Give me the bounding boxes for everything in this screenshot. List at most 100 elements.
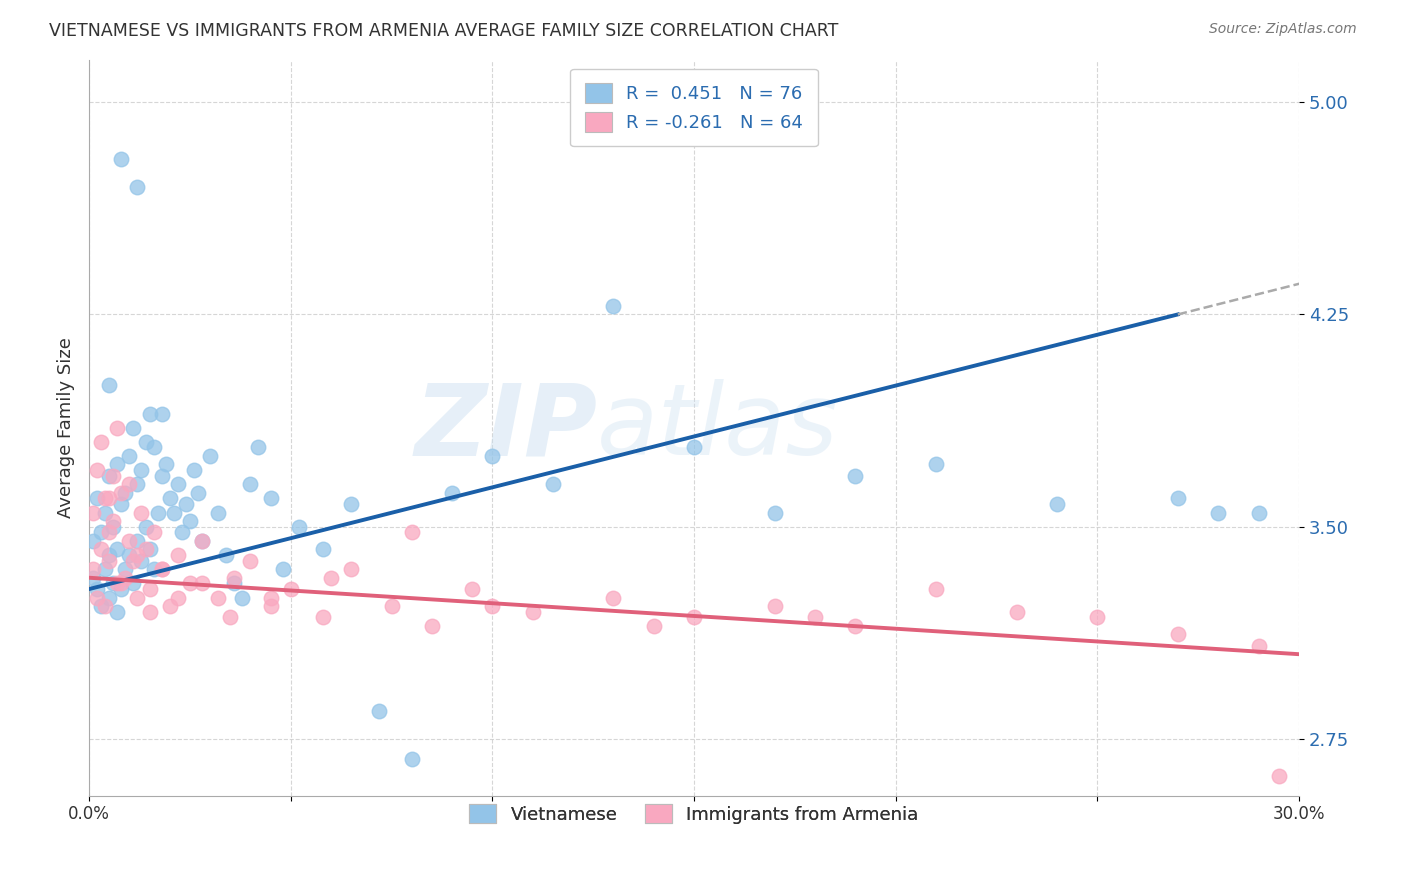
Point xyxy=(150,407,173,421)
Point xyxy=(110,497,132,511)
Point xyxy=(207,506,229,520)
Point xyxy=(925,582,948,596)
Point xyxy=(481,599,503,613)
Point xyxy=(114,485,136,500)
Point xyxy=(142,525,165,540)
Point xyxy=(602,591,624,605)
Point xyxy=(122,554,145,568)
Point xyxy=(643,619,665,633)
Point xyxy=(103,520,125,534)
Point xyxy=(127,477,149,491)
Point xyxy=(1046,497,1069,511)
Point xyxy=(86,591,108,605)
Point xyxy=(380,599,402,613)
Point xyxy=(98,554,121,568)
Point xyxy=(763,506,786,520)
Point xyxy=(114,562,136,576)
Point xyxy=(179,576,201,591)
Point xyxy=(122,420,145,434)
Point xyxy=(135,434,157,449)
Point xyxy=(763,599,786,613)
Point xyxy=(170,525,193,540)
Legend: Vietnamese, Immigrants from Armenia: Vietnamese, Immigrants from Armenia xyxy=(463,797,925,831)
Point xyxy=(1085,610,1108,624)
Point xyxy=(105,576,128,591)
Point xyxy=(103,514,125,528)
Point xyxy=(90,599,112,613)
Point xyxy=(541,477,564,491)
Point xyxy=(150,562,173,576)
Point xyxy=(98,491,121,506)
Point xyxy=(461,582,484,596)
Point xyxy=(146,506,169,520)
Point xyxy=(114,571,136,585)
Point xyxy=(166,477,188,491)
Point xyxy=(844,468,866,483)
Point xyxy=(118,449,141,463)
Point xyxy=(155,458,177,472)
Point xyxy=(239,477,262,491)
Point xyxy=(280,582,302,596)
Point xyxy=(219,610,242,624)
Point xyxy=(94,506,117,520)
Point xyxy=(127,591,149,605)
Point xyxy=(231,591,253,605)
Point xyxy=(401,525,423,540)
Point xyxy=(440,485,463,500)
Point xyxy=(174,497,197,511)
Point xyxy=(340,562,363,576)
Point xyxy=(138,542,160,557)
Point xyxy=(312,542,335,557)
Point xyxy=(1247,506,1270,520)
Point xyxy=(224,576,246,591)
Point xyxy=(98,525,121,540)
Point xyxy=(287,520,309,534)
Point xyxy=(1267,769,1289,783)
Point xyxy=(522,605,544,619)
Point xyxy=(82,533,104,548)
Point xyxy=(94,599,117,613)
Text: Source: ZipAtlas.com: Source: ZipAtlas.com xyxy=(1209,22,1357,37)
Point xyxy=(1167,491,1189,506)
Point xyxy=(127,180,149,194)
Point xyxy=(82,562,104,576)
Point xyxy=(118,533,141,548)
Point xyxy=(183,463,205,477)
Point xyxy=(122,576,145,591)
Point xyxy=(105,420,128,434)
Point xyxy=(110,576,132,591)
Point xyxy=(159,599,181,613)
Point xyxy=(103,468,125,483)
Point xyxy=(86,491,108,506)
Point xyxy=(925,458,948,472)
Text: atlas: atlas xyxy=(598,379,839,476)
Point xyxy=(105,458,128,472)
Point xyxy=(683,441,706,455)
Point xyxy=(142,441,165,455)
Point xyxy=(319,571,342,585)
Point xyxy=(90,542,112,557)
Point xyxy=(82,571,104,585)
Text: ZIP: ZIP xyxy=(415,379,598,476)
Point xyxy=(118,477,141,491)
Point xyxy=(82,506,104,520)
Point xyxy=(135,542,157,557)
Point xyxy=(259,491,281,506)
Point xyxy=(224,571,246,585)
Point xyxy=(118,548,141,562)
Point xyxy=(150,468,173,483)
Text: VIETNAMESE VS IMMIGRANTS FROM ARMENIA AVERAGE FAMILY SIZE CORRELATION CHART: VIETNAMESE VS IMMIGRANTS FROM ARMENIA AV… xyxy=(49,22,838,40)
Point xyxy=(110,582,132,596)
Point xyxy=(131,554,153,568)
Point xyxy=(191,533,214,548)
Point xyxy=(159,491,181,506)
Point xyxy=(215,548,238,562)
Point xyxy=(110,152,132,166)
Point xyxy=(187,485,209,500)
Point xyxy=(804,610,827,624)
Point xyxy=(131,463,153,477)
Point xyxy=(98,468,121,483)
Point xyxy=(259,599,281,613)
Point xyxy=(105,605,128,619)
Point xyxy=(602,299,624,313)
